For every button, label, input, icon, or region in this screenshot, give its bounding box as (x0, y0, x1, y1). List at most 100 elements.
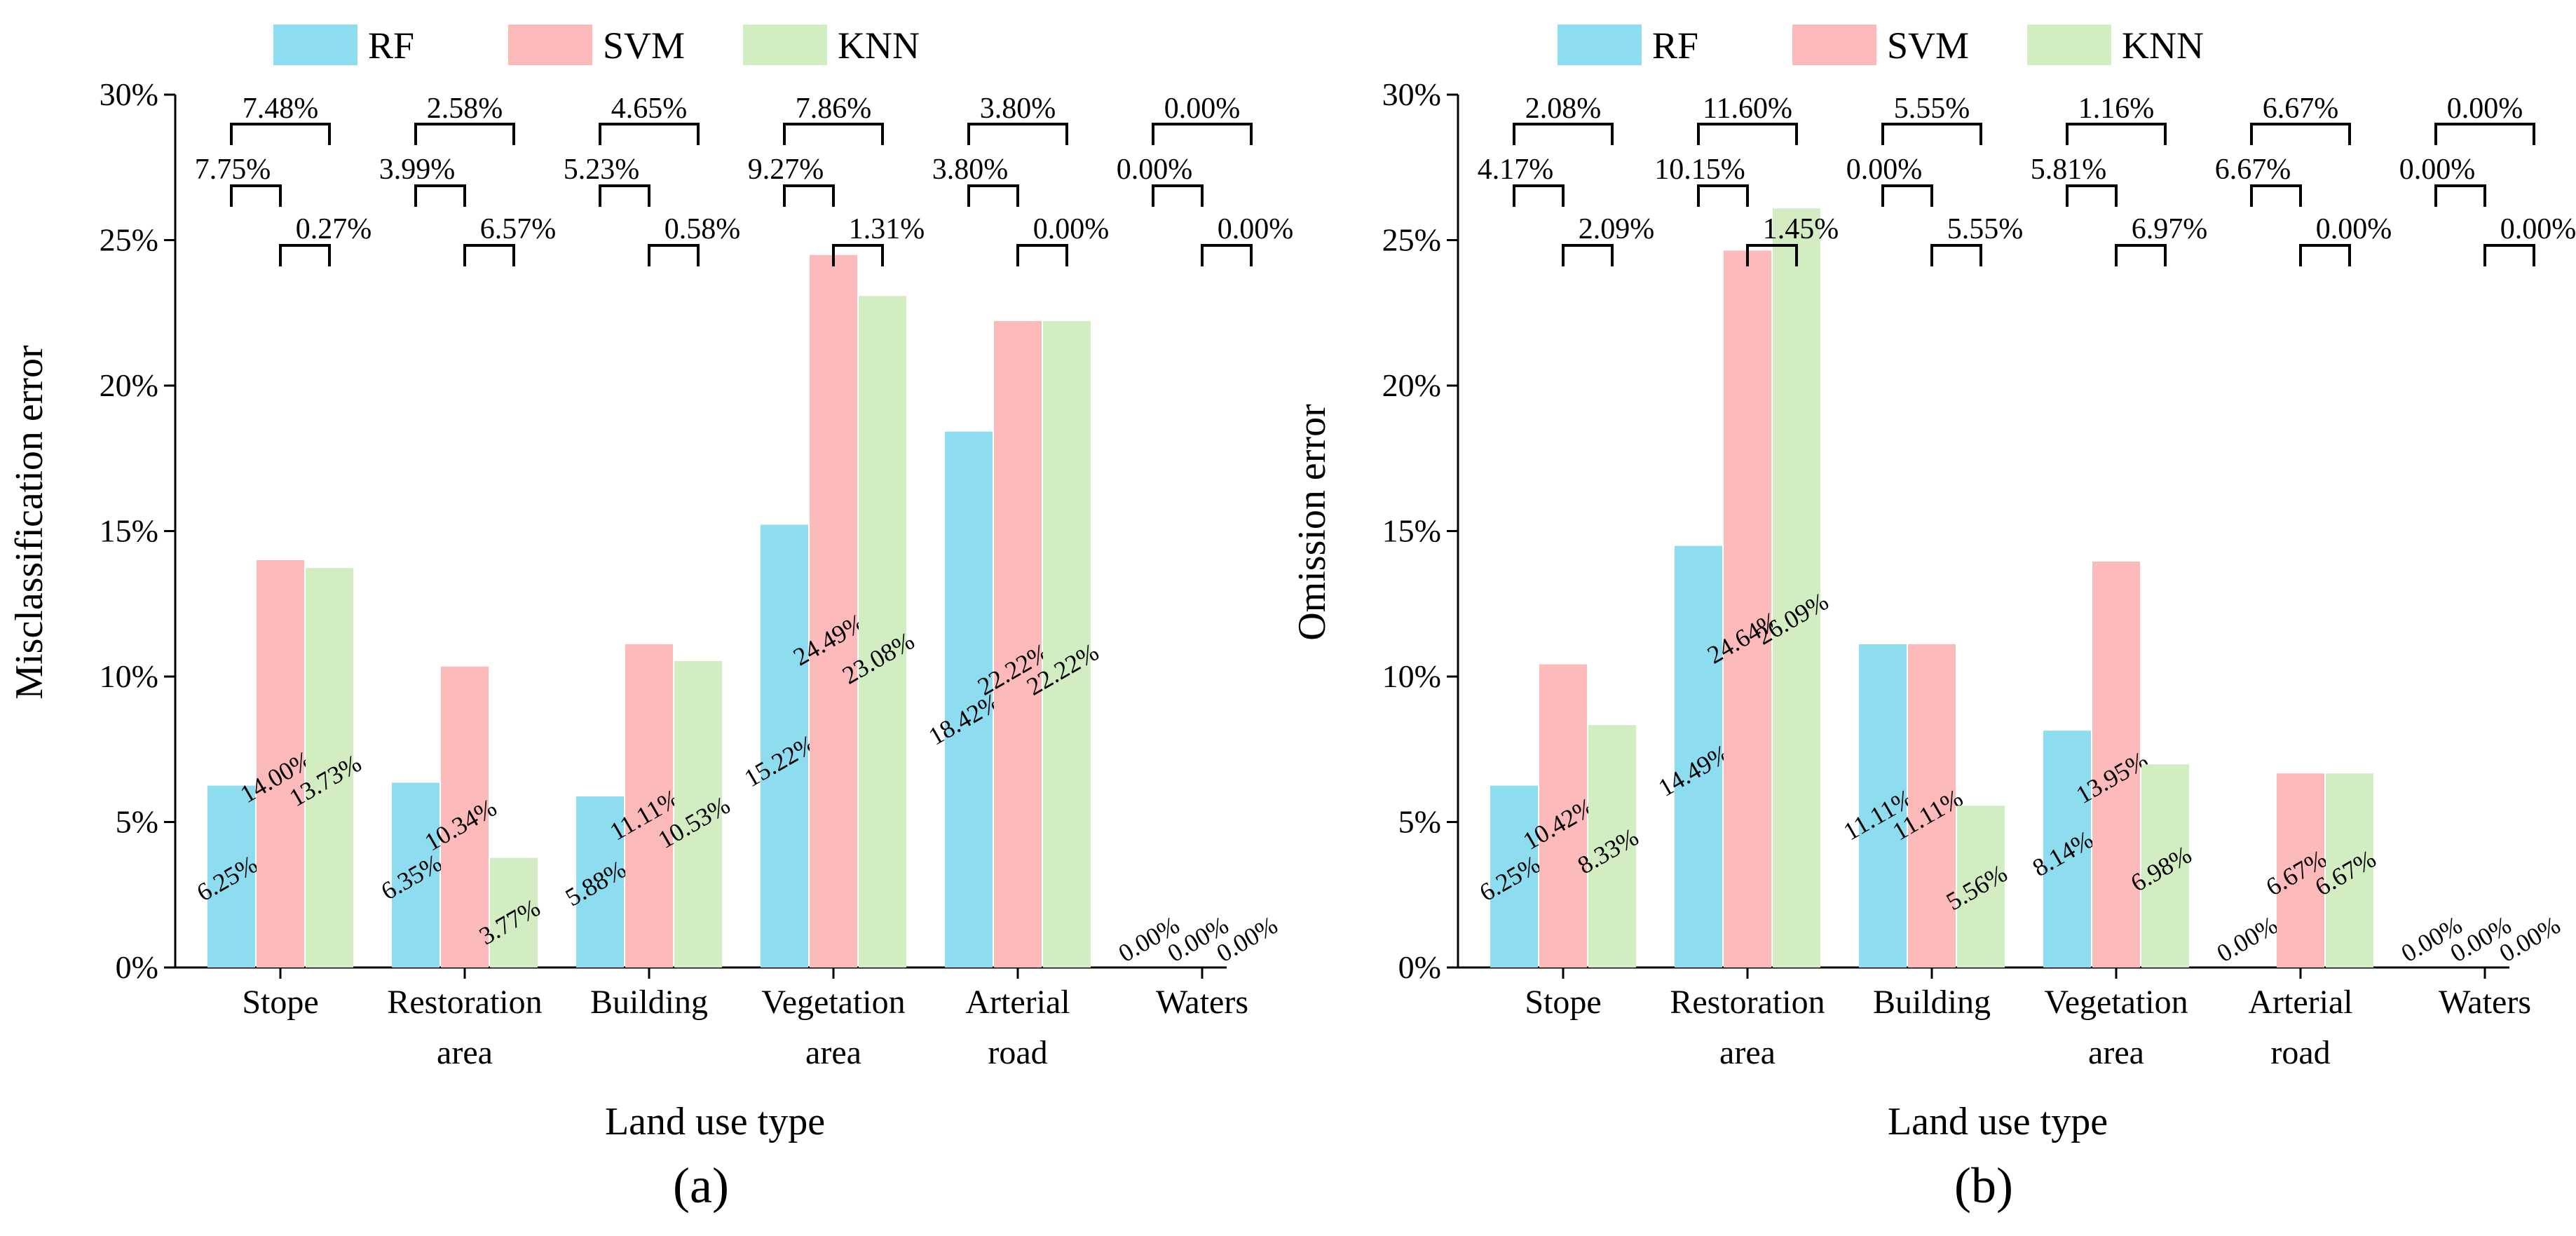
bracket-rf-knn (2250, 123, 2351, 145)
diff-label-rf-knn: 2.58% (427, 93, 503, 125)
legend-swatch-knn (743, 25, 827, 65)
bar-rf (761, 524, 808, 967)
bar-knn (1043, 320, 1091, 967)
legend-swatch-rf (1558, 25, 1642, 65)
diff-label-rf-knn: 5.55% (1894, 93, 1970, 125)
y-tick-label: 5% (1398, 804, 1441, 840)
diff-label-rf-svm: 0.00% (1117, 154, 1193, 186)
bar-svm (441, 666, 489, 967)
diff-label-rf-svm: 6.67% (2215, 154, 2291, 186)
bracket-rf-knn (1881, 123, 1982, 145)
bar-value-label: 0.00% (2212, 911, 2283, 967)
chart-panel-b: 0% 5% 10% 15% 20% 25% 30% Omission error RF SVM KN… (1290, 25, 2576, 1214)
bar-rf (1675, 545, 1722, 967)
bar-rf (1859, 644, 1907, 967)
diff-label-rf-svm: 0.00% (2399, 154, 2476, 186)
x-tick-label: area (805, 1034, 861, 1071)
y-tick-label: 30% (100, 76, 158, 112)
bar-knn (490, 857, 538, 967)
x-tick-label: Building (1873, 984, 1991, 1021)
panel-label: (b) (1954, 1157, 2013, 1214)
bar-rf (945, 431, 993, 967)
y-tick-label: 0% (1398, 949, 1441, 985)
x-tick-label: Arterial (965, 984, 1070, 1021)
x-tick-label: Arterial (2248, 984, 2352, 1021)
bar-rf (576, 796, 624, 967)
bracket-svm-knn (832, 244, 884, 266)
x-tick-label: Restoration (387, 984, 542, 1021)
bar-knn (859, 296, 906, 967)
bracket-rf-knn (1152, 123, 1253, 145)
diff-label-rf-svm: 10.15% (1654, 154, 1745, 186)
y-tick-label: 25% (1382, 222, 1441, 258)
y-tick-label: 10% (1382, 658, 1441, 694)
y-tick-label: 5% (116, 804, 158, 840)
bar-knn (306, 568, 353, 967)
diff-label-svm-knn: 0.00% (1218, 213, 1294, 245)
bracket-svm-knn (648, 244, 700, 266)
bracket-rf-knn (2434, 123, 2535, 145)
bracket-rf-knn (414, 123, 515, 145)
legend-swatch-svm (1792, 25, 1876, 65)
bracket-rf-svm (2250, 184, 2302, 207)
bracket-rf-svm (2434, 184, 2486, 207)
legend-swatch-rf (273, 25, 357, 65)
bracket-svm-knn (279, 244, 331, 266)
diff-label-rf-svm: 7.75% (195, 154, 271, 186)
legend-label-knn: KNN (838, 25, 920, 67)
bracket-rf-svm (1152, 184, 1204, 207)
y-tick-label: 20% (1382, 367, 1441, 403)
diff-label-svm-knn: 6.97% (2132, 213, 2208, 245)
bar-svm (1908, 644, 1956, 967)
bar-svm (2092, 562, 2140, 967)
bracket-rf-svm (967, 184, 1019, 207)
bar-rf (2043, 731, 2091, 967)
diff-label-rf-knn: 0.00% (1164, 93, 1241, 125)
diff-label-rf-knn: 4.65% (611, 93, 688, 125)
bracket-rf-svm (2066, 184, 2118, 207)
bracket-rf-knn (1513, 123, 1614, 145)
diff-label-rf-knn: 6.67% (2263, 93, 2339, 125)
x-axis-title: Land use type (605, 1100, 825, 1143)
panel-label: (a) (673, 1157, 729, 1214)
y-tick-label: 0% (116, 949, 158, 985)
diff-label-rf-knn: 7.86% (796, 93, 872, 125)
x-tick-label: Restoration (1670, 984, 1825, 1021)
x-tick-label: Building (590, 984, 708, 1021)
bracket-svm-knn (463, 244, 515, 266)
bracket-rf-svm (230, 184, 282, 207)
x-tick-label: Waters (1156, 984, 1248, 1021)
bracket-rf-svm (783, 184, 835, 207)
bar-svm (257, 560, 304, 967)
bar-rf (207, 785, 255, 967)
bar-svm (1539, 664, 1587, 967)
x-tick-label: Waters (2439, 984, 2531, 1021)
legend-label-knn: KNN (2122, 25, 2204, 67)
bracket-rf-knn (783, 123, 884, 145)
x-axis-title: Land use type (1888, 1100, 2108, 1143)
diff-label-rf-knn: 7.48% (243, 93, 319, 125)
x-tick-label: Stope (1525, 984, 1601, 1021)
bar-knn (1957, 806, 2005, 967)
bracket-svm-knn (1201, 244, 1253, 266)
diff-label-rf-svm: 4.17% (1478, 154, 1554, 186)
legend-label-svm: SVM (1887, 25, 1969, 67)
bracket-rf-knn (599, 123, 700, 145)
bar-svm (810, 254, 857, 967)
diff-label-svm-knn: 5.55% (1947, 213, 2024, 245)
diff-label-rf-knn: 0.00% (2447, 93, 2523, 125)
x-tick-label: Vegetation (761, 984, 905, 1021)
x-tick-label: road (988, 1034, 1047, 1071)
bracket-rf-knn (1697, 123, 1798, 145)
bar-svm (1724, 250, 1771, 967)
diff-label-rf-svm: 9.27% (748, 154, 824, 186)
diff-label-rf-svm: 5.23% (564, 154, 640, 186)
bracket-rf-knn (230, 123, 331, 145)
legend-label-rf: RF (1652, 25, 1698, 67)
bar-svm (625, 644, 673, 967)
legend-label-rf: RF (368, 25, 414, 67)
diff-label-rf-knn: 3.80% (980, 93, 1056, 125)
diff-label-svm-knn: 0.58% (665, 213, 741, 245)
x-tick-label: Stope (242, 984, 318, 1021)
